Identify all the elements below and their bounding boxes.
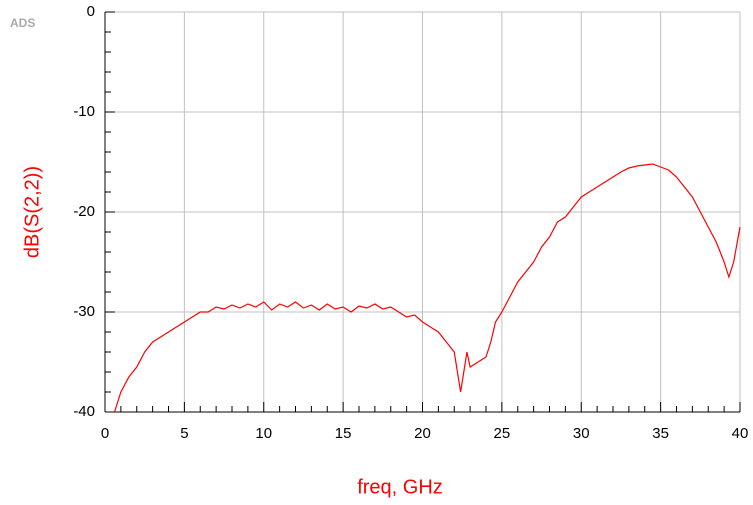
x-tick-label: 20 — [414, 425, 431, 442]
y-tick-label: -30 — [73, 303, 95, 320]
y-tick-label: -40 — [73, 403, 95, 420]
y-axis-label: dB(S(2,2)) — [21, 166, 43, 258]
x-tick-label: 25 — [494, 425, 511, 442]
watermark: ADS — [10, 16, 35, 30]
data-line — [113, 163, 741, 413]
x-tick-label: 35 — [652, 425, 669, 442]
x-tick-label: 15 — [335, 425, 352, 442]
x-tick-label: 0 — [101, 425, 109, 442]
y-tick-label: -20 — [73, 203, 95, 220]
y-tick-label: -10 — [73, 103, 95, 120]
x-tick-label: 40 — [732, 425, 749, 442]
x-tick-label: 10 — [255, 425, 272, 442]
x-axis-label: freq, GHz — [357, 476, 443, 498]
y-tick-label: 0 — [87, 3, 95, 20]
x-tick-label: 5 — [180, 425, 188, 442]
x-tick-label: 30 — [573, 425, 590, 442]
